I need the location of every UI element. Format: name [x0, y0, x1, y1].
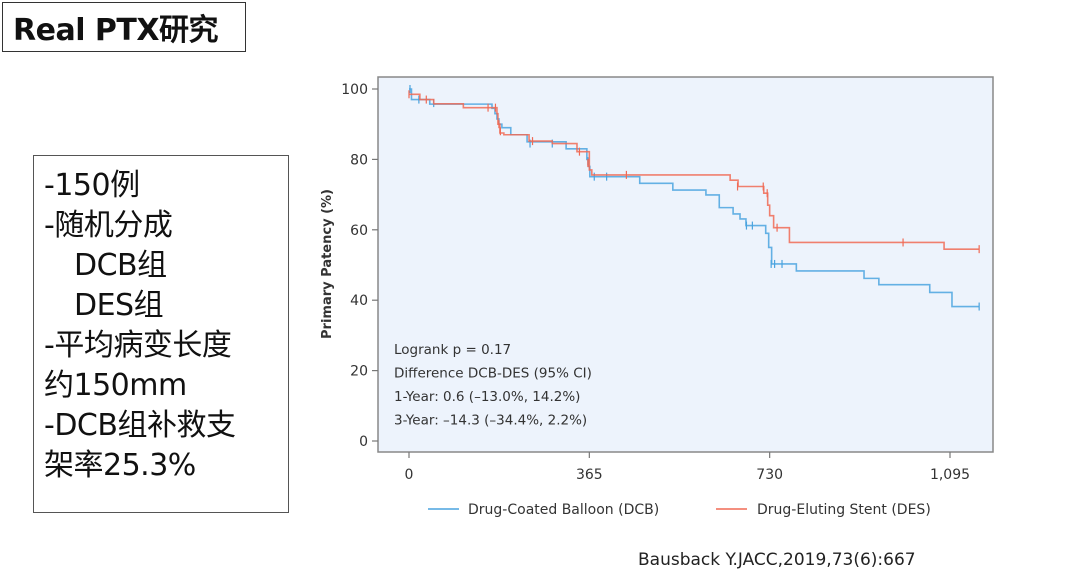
x-axis: 0 365 730 1,095 — [405, 452, 970, 483]
legend-label: Drug-Coated Balloon (DCB) — [468, 502, 659, 518]
annotation-line: Logrank p = 0.17 — [394, 342, 511, 358]
legend: Drug-Coated Balloon (DCB) Drug-Eluting St… — [428, 502, 931, 518]
annotation-block: Logrank p = 0.17 Difference DCB-DES (95% … — [394, 342, 592, 429]
y-tick-label: 40 — [350, 293, 368, 309]
y-tick-label: 100 — [341, 82, 368, 98]
summary-line: DES组 — [74, 288, 164, 323]
y-axis-title: Primary Patency (%) — [320, 189, 335, 339]
annotation-line: 1-Year: 0.6 (–13.0%, 14.2%) — [394, 389, 580, 405]
summary-line: 架率25.3% — [44, 448, 196, 483]
annotation-line: Difference DCB-DES (95% CI) — [394, 366, 592, 382]
series-dcb — [409, 85, 980, 311]
y-tick-label: 20 — [350, 364, 368, 380]
summary-line: -DCB组补救支 — [44, 408, 236, 443]
y-tick-label: 80 — [350, 152, 368, 168]
summary-line: -150例 — [44, 168, 140, 203]
x-tick-label: 365 — [576, 467, 603, 483]
summary-line: 约150mm — [44, 368, 187, 403]
citation: Bausback Y.JACC,2019,73(6):667 — [638, 550, 916, 570]
slide-title: Real PTX研究 — [13, 13, 219, 48]
study-summary-box: -150例 -随机分成 DCB组 DES组 -平均病变长度 约150mm -DCB组补救支架… — [33, 155, 289, 513]
legend-item: Drug-Coated Balloon (DCB) — [428, 502, 659, 518]
legend-label: Drug-Eluting Stent (DES) — [757, 502, 931, 518]
x-tick-label: 730 — [756, 467, 783, 483]
plot-area — [377, 76, 994, 453]
y-tick-label: 0 — [359, 434, 368, 450]
study-summary-lines: -150例 -随机分成 DCB组 DES组 -平均病变长度 约150mm -DCB组补救支架… — [44, 166, 288, 486]
survival-curve — [409, 93, 980, 250]
annotation-line: 3-Year: –14.3 (–34.4%, 2.2%) — [394, 413, 587, 429]
series-layer — [408, 85, 980, 311]
series-des — [408, 90, 980, 254]
legend-item: Drug-Eluting Stent (DES) — [716, 502, 931, 518]
survival-curve — [409, 88, 980, 308]
summary-line: DCB组 — [74, 248, 167, 283]
slide-title-box: Real PTX研究 — [2, 2, 246, 52]
summary-line: -平均病变长度 — [44, 328, 232, 363]
y-axis: 0 20 40 60 80 100 — [341, 82, 378, 450]
x-tick-label: 0 — [405, 467, 414, 483]
summary-line: -随机分成 — [44, 208, 173, 243]
y-tick-label: 60 — [350, 223, 368, 239]
x-tick-label: 1,095 — [930, 467, 970, 483]
